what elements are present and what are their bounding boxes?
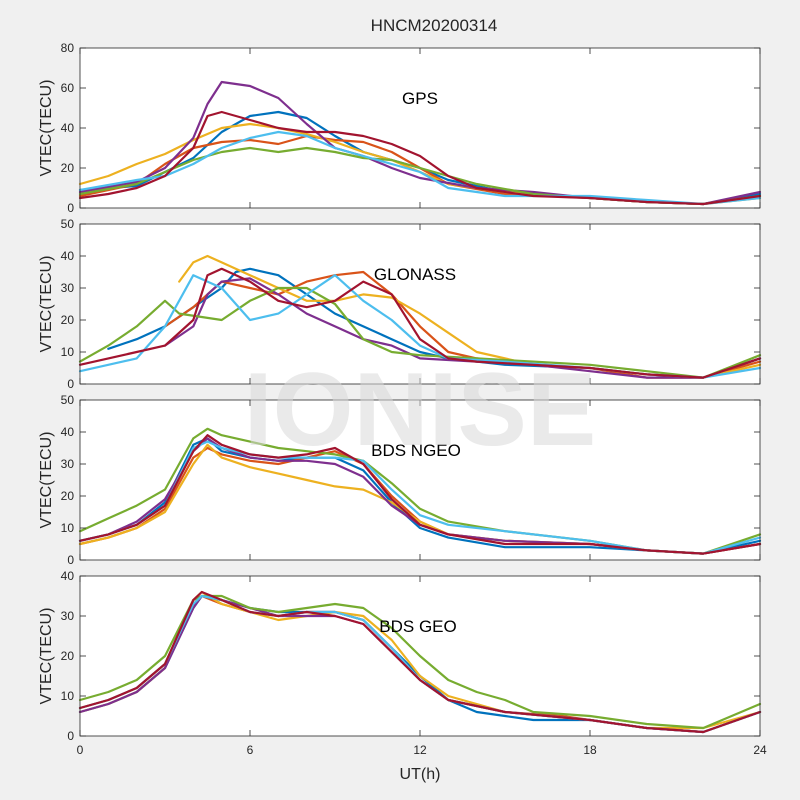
x-tick-label: 6 <box>247 743 254 757</box>
x-tick-labels: 0 6 12 18 24 <box>77 743 767 757</box>
y-tick-label: 40 <box>61 249 75 263</box>
y-tick-label: 30 <box>61 457 75 471</box>
y-axis-label: VTEC(TECU) <box>38 80 55 177</box>
plot-area <box>80 400 760 560</box>
panel-2: 0 10 20 30 40 50 VTEC(TECU) GLONASS <box>38 217 762 391</box>
series-line-7 <box>78 110 762 206</box>
panel-label: BDS NGEO <box>371 441 461 460</box>
y-tick-label: 60 <box>61 81 75 95</box>
y-tick-label: 30 <box>61 281 75 295</box>
y-tick-label: 10 <box>61 345 75 359</box>
series-line-6 <box>78 130 762 206</box>
y-tick-label: 0 <box>67 729 74 743</box>
series-line-7 <box>78 590 762 734</box>
x-tick-label: 0 <box>77 743 84 757</box>
panel-label: GPS <box>402 89 438 108</box>
x-tick-label: 18 <box>583 743 597 757</box>
y-tick-label: 10 <box>61 521 75 535</box>
y-tick-label: 50 <box>61 393 75 407</box>
series-line-5 <box>78 286 762 379</box>
panel-4: 0 10 20 30 40 VTEC(TECU) BDS GEO <box>38 569 762 743</box>
y-tick-label: 50 <box>61 217 75 231</box>
figure-title: HNCM20200314 <box>371 16 498 35</box>
y-tick-label: 0 <box>67 201 74 215</box>
y-axis-label: VTEC(TECU) <box>38 608 55 705</box>
panel-1: 0 20 40 60 80 VTEC(TECU) GPS <box>38 41 762 215</box>
series-line-7 <box>78 434 762 555</box>
y-axis-label: VTEC(TECU) <box>38 256 55 353</box>
y-tick-label: 0 <box>67 553 74 567</box>
y-tick-label: 10 <box>61 689 75 703</box>
y-tick-label: 20 <box>61 313 75 327</box>
y-tick-label: 40 <box>61 425 75 439</box>
y-tick-label: 30 <box>61 609 75 623</box>
panel-label: GLONASS <box>374 265 456 284</box>
x-tick-label: 12 <box>413 743 427 757</box>
x-tick-label: 24 <box>753 743 767 757</box>
y-axis-label: VTEC(TECU) <box>38 432 55 529</box>
plot-area <box>80 48 760 208</box>
series-line-5 <box>78 594 762 730</box>
y-tick-label: 20 <box>61 489 75 503</box>
y-tick-label: 0 <box>67 377 74 391</box>
watermark: IONISE <box>244 352 597 468</box>
y-tick-label: 20 <box>61 161 75 175</box>
panel-3: 0 10 20 30 40 50 VTEC(TECU) BDS NGEO <box>38 393 762 567</box>
x-axis-label: UT(h) <box>400 766 441 783</box>
y-tick-label: 40 <box>61 569 75 583</box>
panel-label: BDS GEO <box>379 617 456 636</box>
y-tick-label: 80 <box>61 41 75 55</box>
y-tick-label: 40 <box>61 121 75 135</box>
series-line-7 <box>78 267 762 379</box>
y-tick-label: 20 <box>61 649 75 663</box>
